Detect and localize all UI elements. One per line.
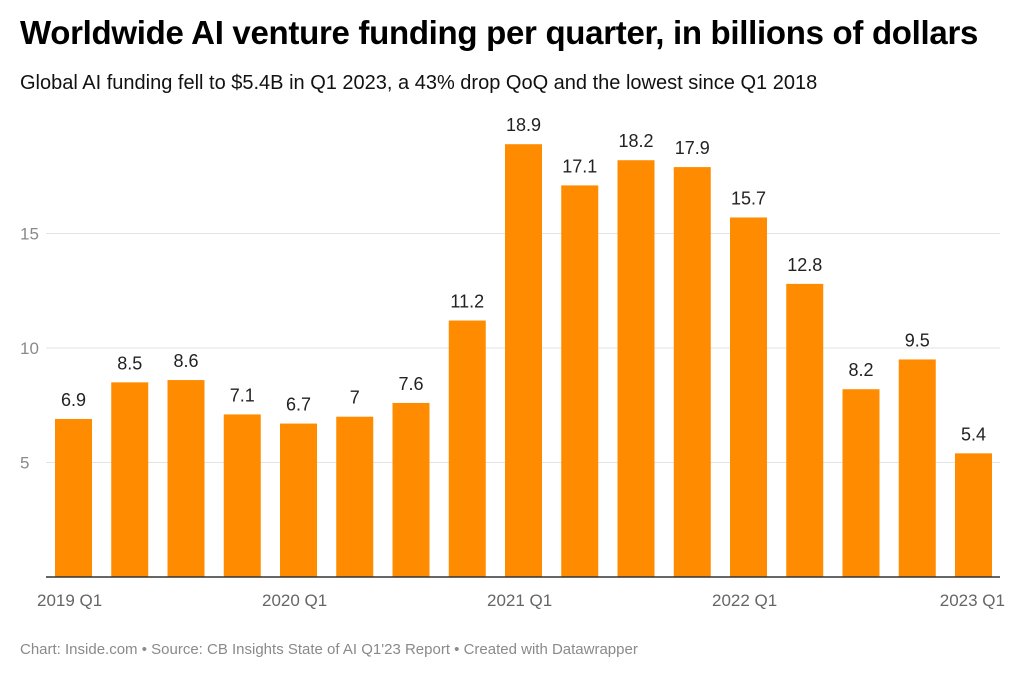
x-tick-label: 2020 Q1 (262, 591, 327, 610)
bar (392, 402, 430, 577)
y-tick-label: 10 (20, 339, 39, 358)
bar-value-label: 11.2 (450, 292, 484, 312)
bar (223, 414, 261, 577)
chart-footer: Chart: Inside.com • Source: CB Insights … (20, 641, 638, 658)
bar (955, 453, 992, 577)
bar-value-label: 7 (350, 388, 360, 408)
bar (561, 185, 599, 577)
bars (55, 144, 992, 577)
bar-value-label: 7.1 (230, 385, 255, 405)
y-tick-label: 5 (20, 454, 29, 473)
chart-title: Worldwide AI venture funding per quarter… (20, 14, 979, 51)
bar-value-label: 6.7 (286, 395, 311, 415)
bar (336, 416, 374, 577)
bar-value-label: 5.4 (961, 424, 986, 444)
chart-subtitle: Global AI funding fell to $5.4B in Q1 20… (20, 72, 818, 94)
bar (786, 283, 824, 577)
bar (111, 382, 149, 577)
x-tick-label: 2023 Q1 (940, 591, 1005, 610)
x-tick-label: 2021 Q1 (487, 591, 552, 610)
bar (730, 217, 767, 577)
bar-value-label: 17.1 (562, 156, 597, 176)
bar (448, 320, 486, 577)
bar (842, 389, 880, 577)
bar (280, 423, 317, 577)
bar-value-label: 17.9 (675, 138, 710, 158)
bar (617, 160, 655, 577)
bar (55, 418, 92, 577)
bar-value-label: 18.2 (618, 131, 653, 151)
bar-value-label: 8.5 (117, 353, 142, 373)
bar (898, 359, 936, 577)
bar-value-label: 15.7 (731, 188, 766, 208)
bar-value-label: 9.5 (905, 330, 930, 350)
bar-value-label: 7.6 (398, 374, 423, 394)
bar (673, 167, 711, 577)
bar-value-label: 8.2 (848, 360, 873, 380)
bar-value-label: 18.9 (506, 115, 541, 135)
bar (505, 144, 542, 577)
bar (167, 380, 205, 577)
bar-value-label: 12.8 (787, 255, 822, 275)
bar-value-label: 6.9 (61, 390, 86, 410)
y-tick-label: 15 (20, 225, 39, 244)
bar-value-label: 8.6 (173, 351, 198, 371)
axes: 5 10 15 2019 Q1 2020 Q1 2021 Q1 2022 Q1 2023 Q1 (20, 225, 1005, 611)
x-tick-label: 2022 Q1 (712, 591, 777, 610)
x-tick-label: 2019 Q1 (37, 591, 102, 610)
data-labels: 6.9 8.5 8.6 7.1 6.7 7 7.6 11.2 18.9 17.1 18.2 17.9 1… (61, 115, 986, 444)
